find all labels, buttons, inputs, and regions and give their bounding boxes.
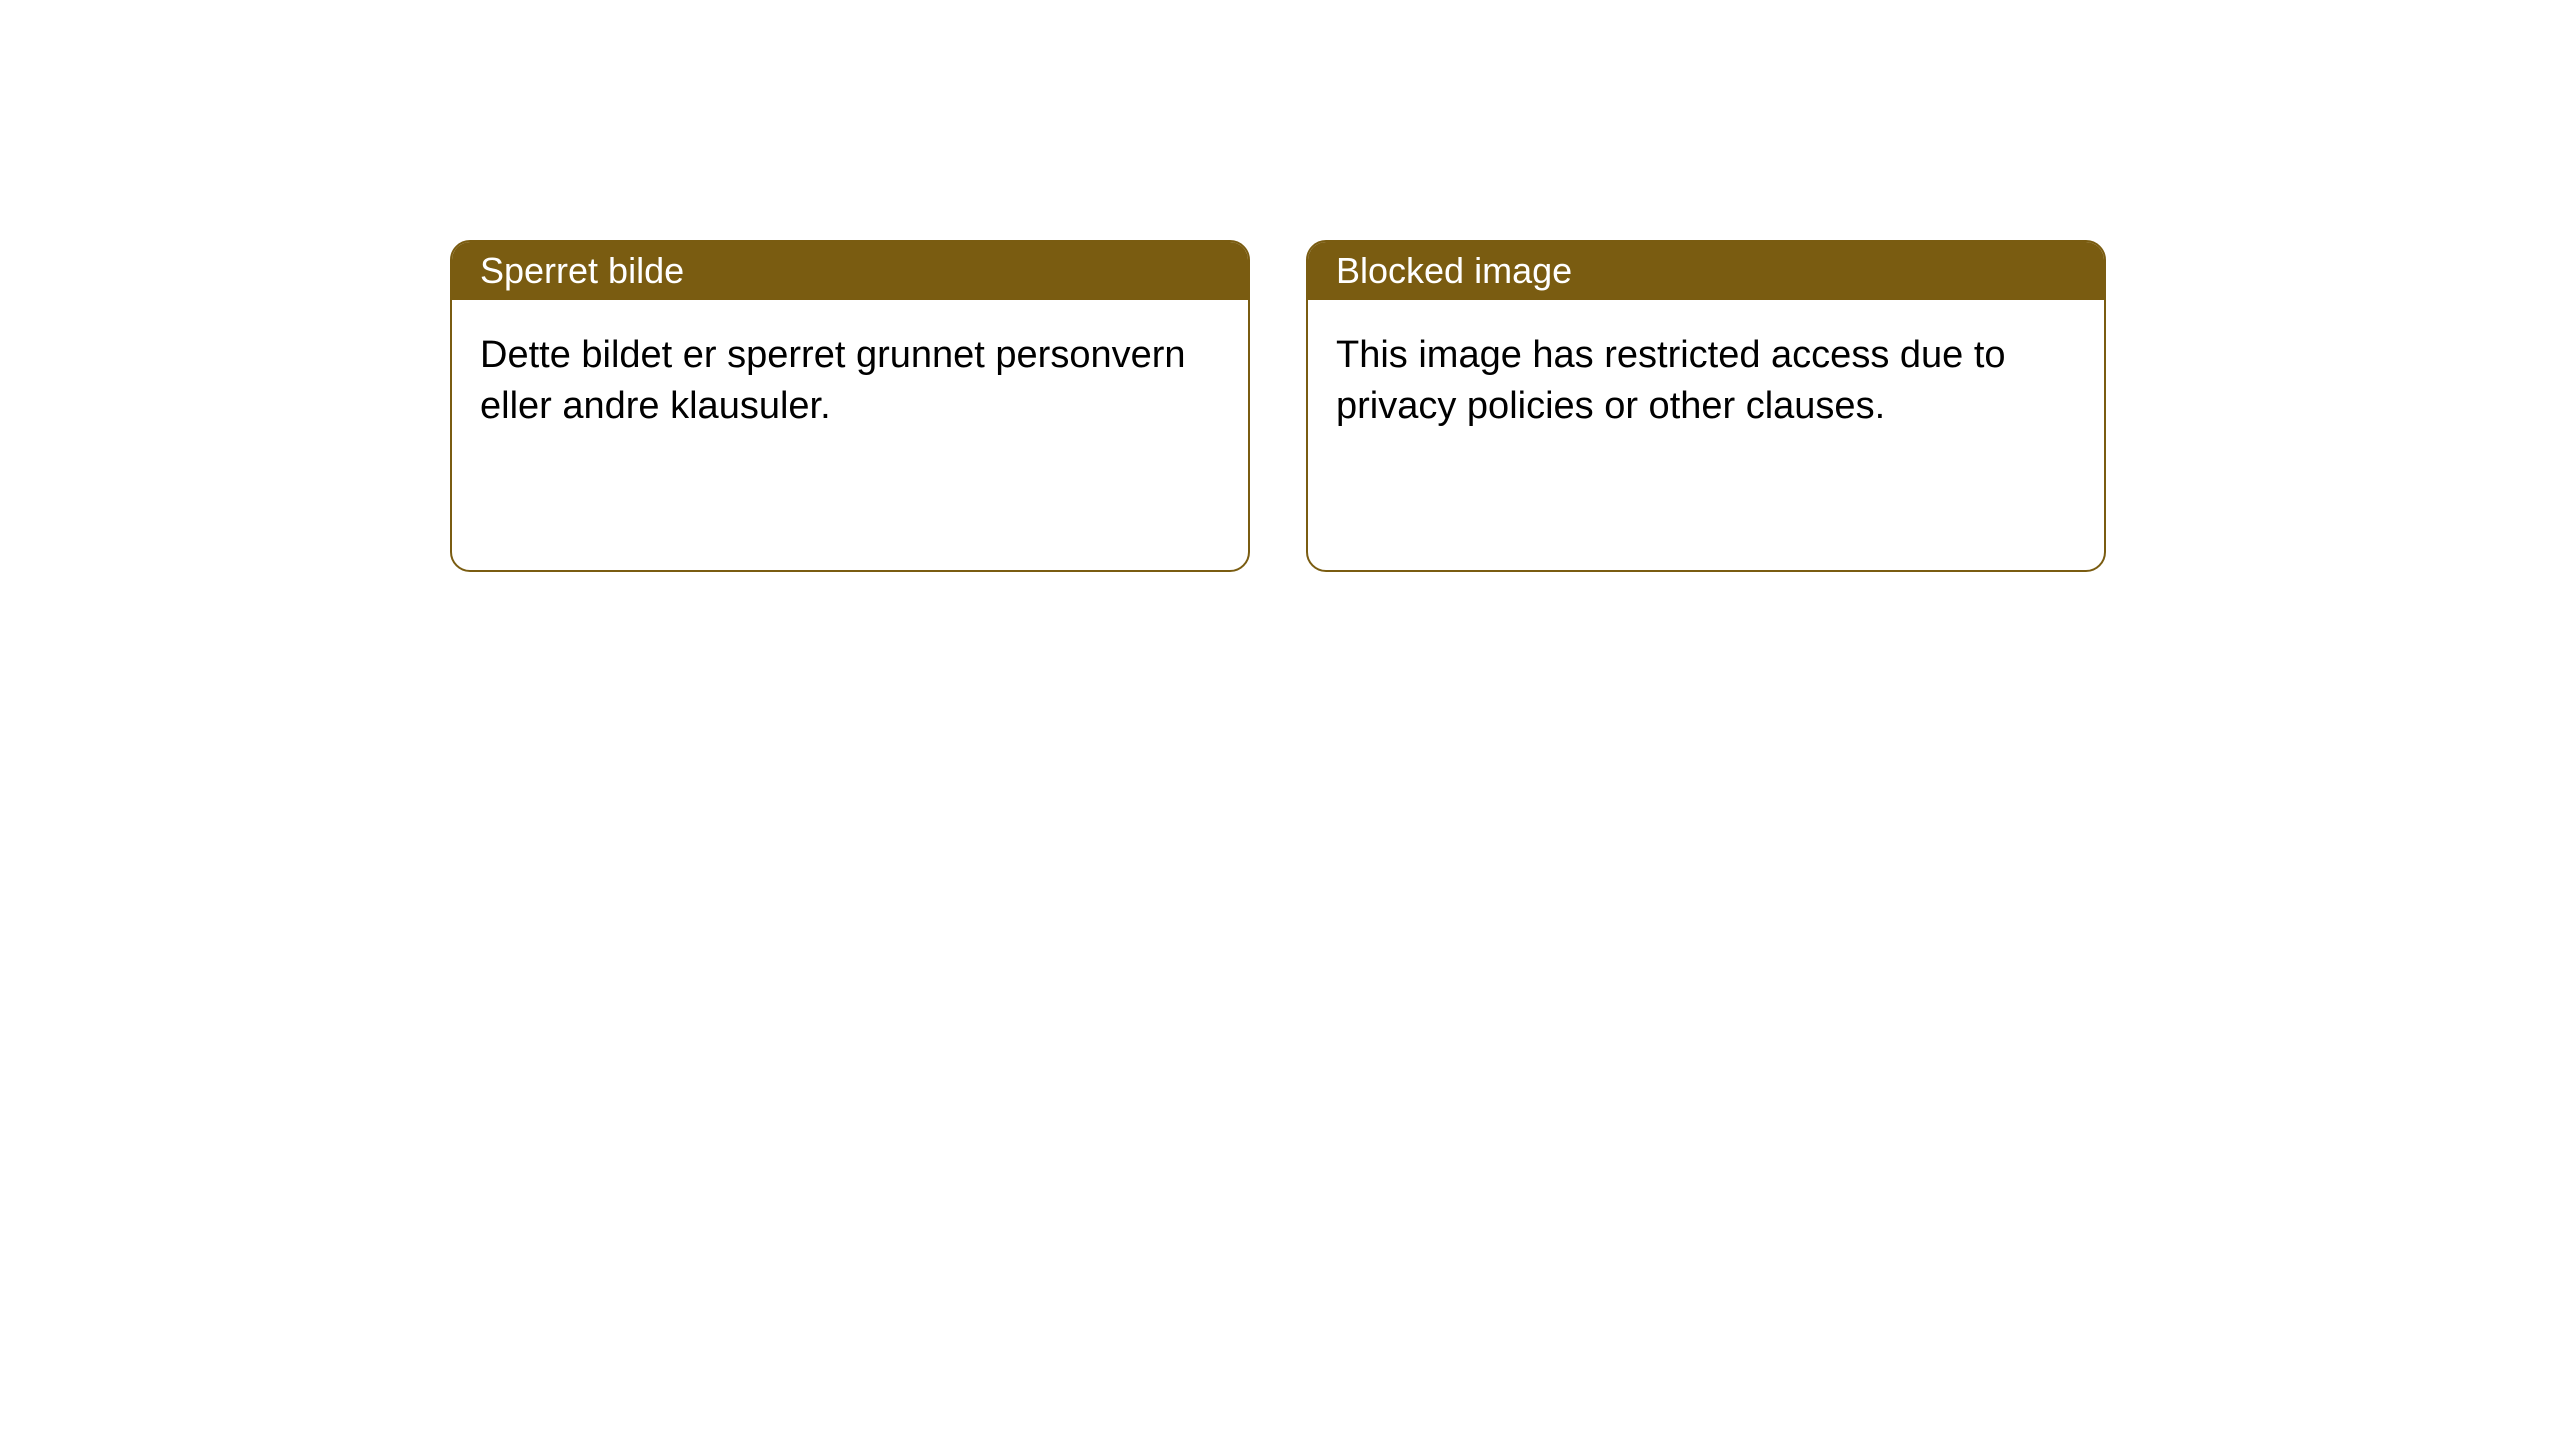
notice-header-english: Blocked image	[1308, 242, 2104, 300]
notice-card-english: Blocked image This image has restricted …	[1306, 240, 2106, 572]
notice-body-english: This image has restricted access due to …	[1308, 300, 2104, 463]
notice-header-norwegian: Sperret bilde	[452, 242, 1248, 300]
notice-container: Sperret bilde Dette bildet er sperret gr…	[0, 0, 2560, 572]
notice-title: Sperret bilde	[480, 250, 684, 291]
notice-title: Blocked image	[1336, 250, 1572, 291]
notice-card-norwegian: Sperret bilde Dette bildet er sperret gr…	[450, 240, 1250, 572]
notice-message: This image has restricted access due to …	[1336, 334, 2006, 427]
notice-body-norwegian: Dette bildet er sperret grunnet personve…	[452, 300, 1248, 463]
notice-message: Dette bildet er sperret grunnet personve…	[480, 334, 1186, 427]
